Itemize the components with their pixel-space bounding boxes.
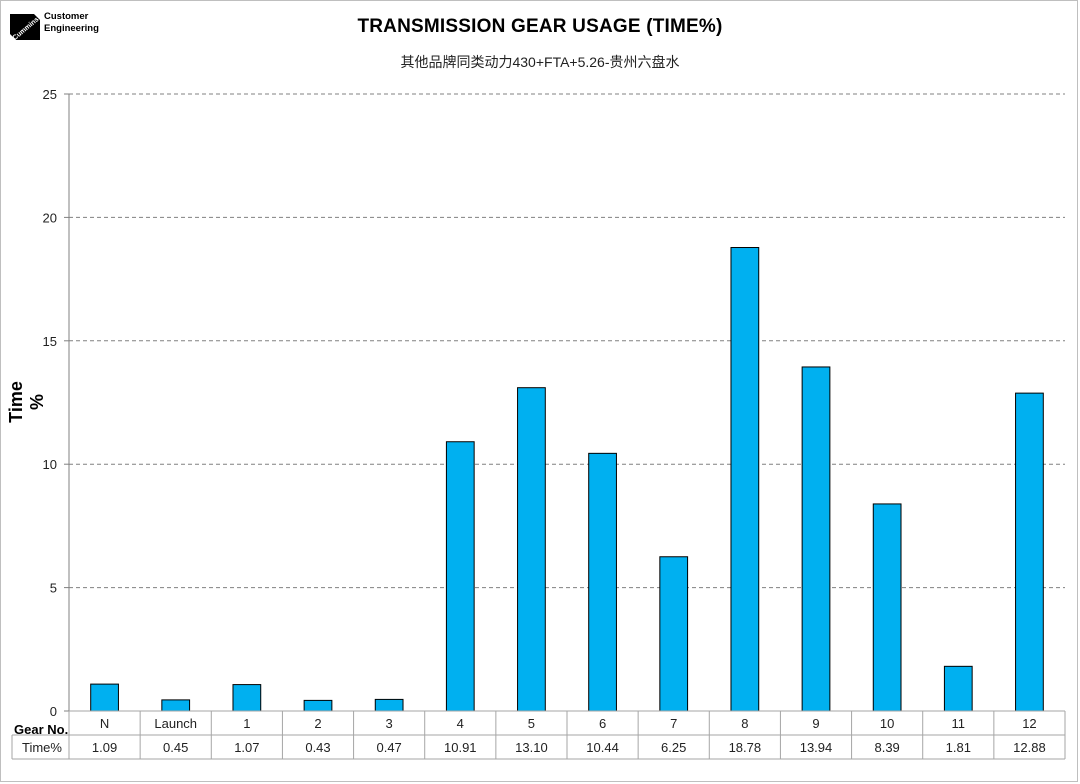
bar [588, 452, 617, 712]
y-tick-label: 20 [43, 210, 57, 225]
x-tick-label: 7 [670, 716, 677, 731]
data-label: 1.07 [234, 740, 259, 755]
x-tick-label: 3 [386, 716, 393, 731]
bar [872, 503, 902, 712]
data-label: 0.47 [376, 740, 401, 755]
bar [161, 699, 191, 712]
data-label: 13.10 [515, 740, 548, 755]
x-tick-label: 2 [314, 716, 321, 731]
data-label: 10.44 [586, 740, 619, 755]
bar [232, 684, 262, 712]
bar [445, 441, 475, 712]
logo-line-1: Customer [44, 11, 89, 22]
bar [730, 247, 760, 712]
x-tick-label: 8 [741, 716, 748, 731]
logo-caption: Customer Engineering [44, 11, 99, 35]
logo-line-2: Engineering [44, 23, 99, 34]
x-tick-label: 12 [1022, 716, 1036, 731]
y-tick-label: 5 [50, 581, 57, 596]
bar [801, 366, 831, 712]
data-label: 12.88 [1013, 740, 1046, 755]
x-tick-label: Launch [154, 716, 197, 731]
table-header-time: Time% [22, 740, 62, 755]
data-label: 0.45 [163, 740, 188, 755]
x-tick-label: 10 [880, 716, 894, 731]
bar [659, 556, 689, 712]
bar [303, 699, 333, 712]
data-label: 1.81 [946, 740, 971, 755]
y-tick-label: 10 [43, 457, 57, 472]
data-label: 18.78 [729, 740, 762, 755]
data-label: 6.25 [661, 740, 686, 755]
bar [90, 683, 119, 712]
bar [1015, 392, 1044, 712]
chart-subtitle: 其他品牌同类动力430+FTA+5.26-贵州六盘水 [400, 54, 680, 70]
bar [943, 665, 973, 712]
chart-title: TRANSMISSION GEAR USAGE (TIME%) [357, 16, 723, 37]
x-tick-label: 11 [952, 716, 966, 731]
data-label: 1.09 [92, 740, 117, 755]
cummins-logo-icon: Cummins [10, 14, 41, 42]
data-label: 13.94 [800, 740, 833, 755]
x-tick-label: 9 [812, 716, 819, 731]
y-tick-label: 0 [50, 704, 57, 719]
data-label: 8.39 [874, 740, 899, 755]
x-tick-label: N [100, 716, 109, 731]
table-header-gear: Gear No. [14, 722, 68, 737]
x-tick-label: 6 [599, 716, 606, 731]
y-tick-label: 15 [43, 334, 57, 349]
data-label: 10.91 [444, 740, 477, 755]
y-tick-label: 25 [43, 87, 57, 102]
x-tick-label: 1 [243, 716, 250, 731]
x-tick-label: 5 [528, 716, 535, 731]
x-tick-label: 4 [457, 716, 464, 731]
bar [517, 387, 546, 712]
bar [374, 698, 404, 712]
data-label: 0.43 [305, 740, 330, 755]
